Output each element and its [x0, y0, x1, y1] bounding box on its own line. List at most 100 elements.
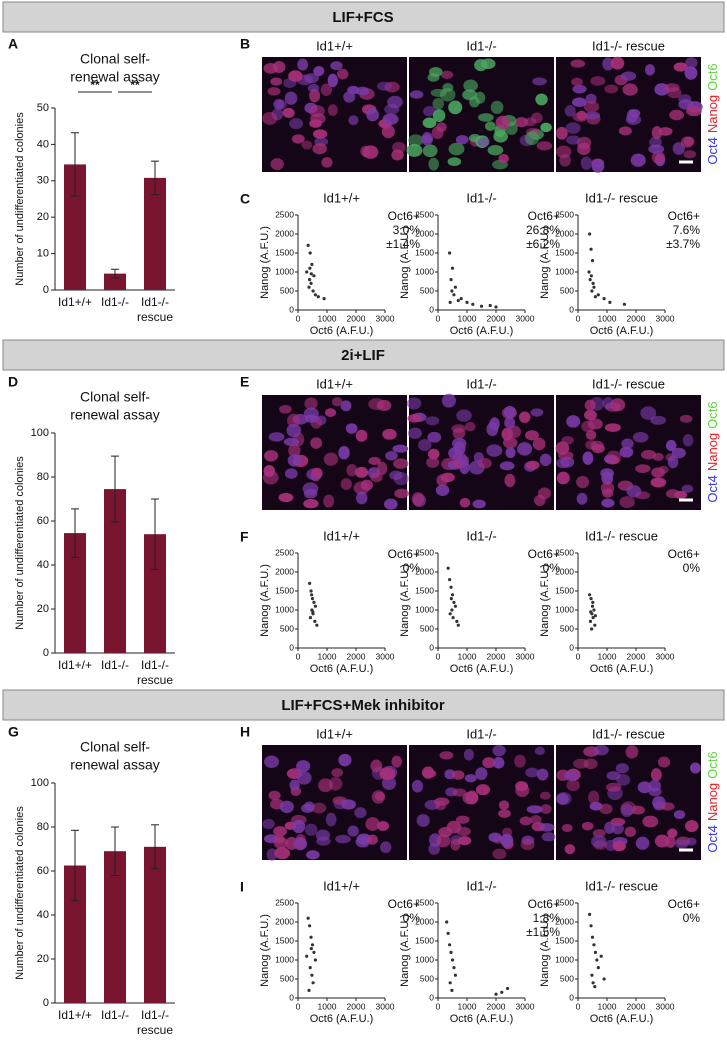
cell-nucleus [307, 83, 320, 93]
cell-nucleus [631, 805, 645, 815]
y-tick-label: 1000 [275, 604, 294, 614]
cell-nucleus [591, 158, 605, 173]
cell-nucleus [354, 807, 367, 819]
cell-nucleus [370, 759, 383, 773]
cell-nucleus [526, 460, 540, 470]
image-column-label: Id1-/- [466, 38, 496, 53]
y-axis-label: Nanog (A.F.U.) [259, 226, 271, 299]
data-point [588, 278, 592, 282]
image-column-label: Id1+/+ [316, 726, 353, 741]
cell-nucleus [504, 416, 516, 429]
panel-letter: F [240, 529, 249, 545]
cell-nucleus [524, 117, 537, 127]
cell-nucleus [427, 431, 442, 443]
cell-nucleus [530, 815, 542, 824]
y-tick-label: 80 [37, 821, 49, 833]
y-tick-label: 1000 [555, 604, 574, 614]
cell-nucleus [268, 432, 285, 442]
cell-nucleus [382, 113, 399, 126]
x-tick-label: 3000 [376, 313, 395, 323]
cell-nucleus [566, 415, 581, 428]
data-point [312, 950, 316, 955]
annotation: ±6.2% [526, 237, 560, 251]
cell-nucleus [450, 838, 461, 851]
cell-nucleus [583, 758, 598, 770]
cell-nucleus [592, 829, 606, 838]
y-tick-label: 20 [37, 603, 49, 615]
cell-nucleus [604, 821, 615, 834]
channel-name: Oct6 [705, 63, 720, 90]
cell-nucleus [604, 423, 621, 432]
cell-nucleus [492, 848, 507, 860]
annotation: Oct6+ [668, 547, 700, 561]
cell-nucleus [571, 97, 587, 108]
cell-nucleus [308, 105, 325, 118]
data-point [608, 300, 612, 304]
y-tick-label: 2500 [555, 897, 574, 907]
cell-nucleus [503, 405, 516, 419]
annotation: ±1.5% [526, 925, 560, 939]
cell-nucleus [564, 105, 576, 117]
cell-nucleus [286, 423, 302, 438]
cell-nucleus [558, 451, 574, 461]
x-tick-label: 2000 [347, 651, 366, 661]
y-tick-label: 500 [560, 285, 574, 295]
channel-name: Oct6 [705, 751, 720, 778]
cell-nucleus [320, 83, 333, 96]
cell-nucleus [582, 451, 594, 465]
annotation: Oct6+ [668, 897, 700, 911]
data-point [448, 578, 452, 582]
x-tick-label: 1000 [598, 651, 617, 661]
data-point [494, 992, 498, 996]
y-tick-label: 1500 [275, 247, 294, 257]
y-axis-label: Nanog (A.F.U.) [539, 226, 551, 299]
data-point [591, 616, 595, 620]
x-tick-label: rescue [137, 1023, 173, 1037]
data-point [450, 958, 455, 962]
y-tick-label: 0 [569, 304, 574, 314]
cell-nucleus [427, 448, 440, 460]
cell-nucleus [505, 447, 516, 459]
cell-nucleus [429, 66, 443, 77]
y-axis-label: Number of undifferentiated colonies [14, 112, 26, 286]
cell-nucleus [455, 815, 470, 824]
x-tick-label: 3000 [656, 1001, 675, 1011]
cell-nucleus [584, 409, 597, 421]
section-header [2, 1, 725, 33]
cell-nucleus [368, 456, 381, 466]
cell-nucleus [672, 142, 685, 155]
y-tick-label: 500 [560, 623, 574, 633]
data-point [311, 981, 315, 985]
annotation: Oct6+ [388, 209, 420, 223]
annotation: 0% [543, 561, 561, 575]
cell-nucleus [284, 468, 298, 479]
y-axis-label: Number of undifferentiated colonies [14, 806, 26, 980]
y-tick-label: 2500 [275, 209, 294, 219]
cell-nucleus [640, 406, 657, 420]
data-point [311, 610, 315, 614]
data-point [596, 966, 600, 970]
cell-nucleus [474, 91, 486, 104]
data-point [622, 302, 627, 306]
cell-nucleus [367, 834, 378, 845]
cell-nucleus [477, 137, 490, 148]
cell-nucleus [649, 136, 662, 148]
cell-nucleus [619, 446, 634, 458]
cell-nucleus [263, 62, 278, 74]
y-tick-label: 500 [280, 973, 294, 983]
cell-nucleus [312, 129, 328, 139]
y-tick-label: 500 [420, 973, 434, 983]
data-point [316, 295, 320, 299]
cell-nucleus [360, 145, 371, 157]
cell-nucleus [343, 91, 356, 103]
y-tick-label: 2500 [415, 547, 434, 557]
cell-nucleus [635, 464, 651, 474]
cell-nucleus [435, 800, 447, 811]
cell-nucleus [330, 61, 343, 71]
panel-letter: D [8, 374, 18, 390]
chart-title: renewal assay [70, 757, 160, 773]
cell-nucleus [624, 826, 637, 837]
cell-nucleus [422, 144, 438, 158]
data-point [591, 981, 595, 985]
x-tick-label: 0 [436, 1001, 441, 1011]
